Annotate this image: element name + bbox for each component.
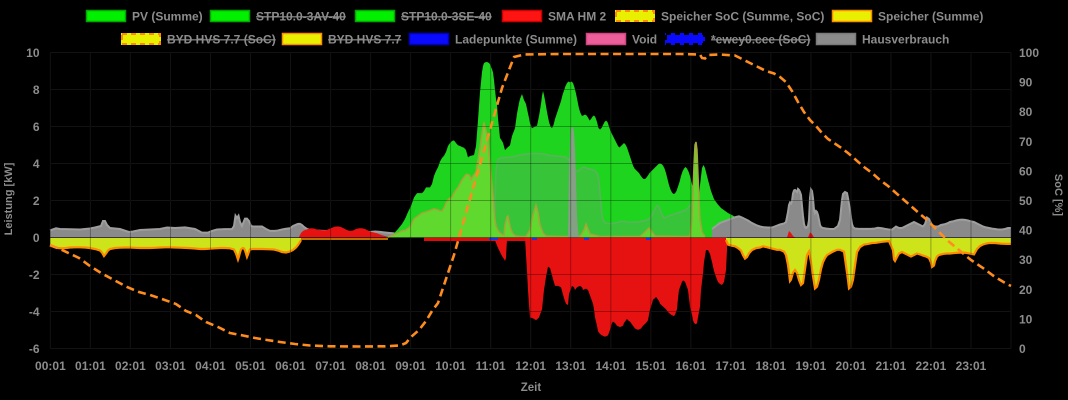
svg-text:Speicher SoC (Summe, SoC): Speicher SoC (Summe, SoC)	[661, 10, 824, 24]
svg-text:Speicher (Summe): Speicher (Summe)	[878, 10, 983, 24]
svg-text:10: 10	[1019, 312, 1033, 326]
svg-text:-6: -6	[29, 342, 40, 356]
svg-text:09:01: 09:01	[395, 359, 426, 373]
svg-text:-2: -2	[29, 268, 40, 282]
svg-text:0: 0	[1019, 342, 1026, 356]
svg-text:0: 0	[33, 231, 40, 245]
svg-text:*ewey0.cee (SoC): *ewey0.cee (SoC)	[711, 33, 810, 47]
svg-text:6: 6	[33, 120, 40, 134]
svg-text:70: 70	[1019, 135, 1033, 149]
svg-text:15:01: 15:01	[635, 359, 666, 373]
svg-text:SMA HM 2: SMA HM 2	[548, 10, 607, 24]
svg-text:Ladepunkte (Summe): Ladepunkte (Summe)	[455, 33, 577, 47]
svg-text:06:01: 06:01	[275, 359, 306, 373]
svg-text:80: 80	[1019, 105, 1033, 119]
svg-text:20:01: 20:01	[836, 359, 867, 373]
svg-text:21:01: 21:01	[876, 359, 907, 373]
svg-text:22:01: 22:01	[916, 359, 947, 373]
svg-text:100: 100	[1019, 46, 1039, 60]
svg-text:Void: Void	[632, 33, 657, 47]
svg-text:PV (Summe): PV (Summe)	[132, 10, 203, 24]
svg-text:Zeit: Zeit	[521, 382, 542, 394]
svg-text:40: 40	[1019, 224, 1033, 238]
svg-text:STP10.0-3AV-40: STP10.0-3AV-40	[256, 10, 346, 24]
svg-text:50: 50	[1019, 194, 1033, 208]
svg-text:02:01: 02:01	[115, 359, 146, 373]
svg-text:11:01: 11:01	[476, 359, 506, 373]
svg-text:10:01: 10:01	[435, 359, 466, 373]
svg-text:07:01: 07:01	[315, 359, 346, 373]
svg-text:16:01: 16:01	[675, 359, 706, 373]
svg-text:14:01: 14:01	[595, 359, 626, 373]
svg-text:10: 10	[26, 46, 40, 60]
svg-text:BYD HVS 7.7 (SoC): BYD HVS 7.7 (SoC)	[167, 33, 276, 47]
svg-text:-4: -4	[29, 305, 40, 319]
svg-text:23:01: 23:01	[956, 359, 987, 373]
svg-text:30: 30	[1019, 253, 1033, 267]
svg-text:Leistung [kW]: Leistung [kW]	[3, 162, 15, 235]
svg-text:00:01: 00:01	[35, 359, 66, 373]
svg-text:2: 2	[33, 194, 40, 208]
svg-text:17:01: 17:01	[715, 359, 746, 373]
svg-text:12:01: 12:01	[515, 359, 546, 373]
svg-text:SoC [%]: SoC [%]	[1052, 174, 1064, 217]
svg-text:8: 8	[33, 83, 40, 97]
svg-text:03:01: 03:01	[155, 359, 186, 373]
svg-text:01:01: 01:01	[75, 359, 106, 373]
svg-text:08:01: 08:01	[355, 359, 386, 373]
svg-text:19:01: 19:01	[796, 359, 827, 373]
svg-text:05:01: 05:01	[235, 359, 266, 373]
svg-text:60: 60	[1019, 164, 1033, 178]
svg-text:4: 4	[33, 157, 40, 171]
svg-text:STP10.0-3SE-40: STP10.0-3SE-40	[401, 10, 492, 24]
svg-text:13:01: 13:01	[555, 359, 586, 373]
svg-text:04:01: 04:01	[195, 359, 226, 373]
svg-text:Hausverbrauch: Hausverbrauch	[862, 33, 949, 47]
svg-text:BYD HVS 7.7: BYD HVS 7.7	[328, 33, 402, 47]
svg-text:18:01: 18:01	[755, 359, 786, 373]
svg-text:20: 20	[1019, 283, 1033, 297]
svg-text:90: 90	[1019, 76, 1033, 90]
